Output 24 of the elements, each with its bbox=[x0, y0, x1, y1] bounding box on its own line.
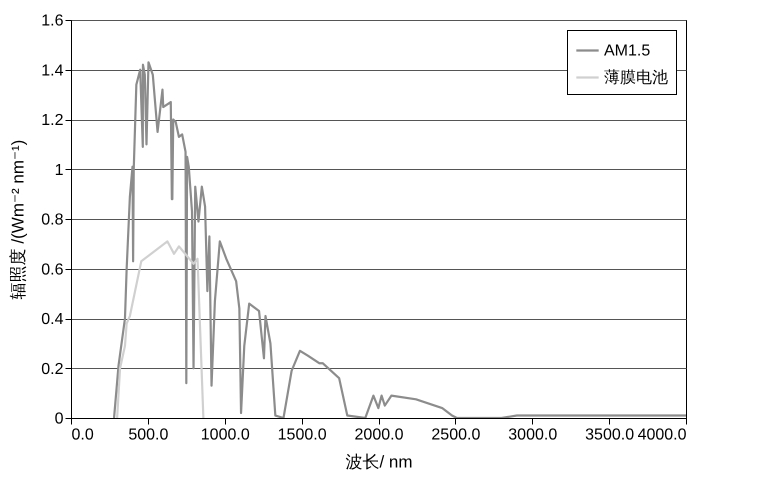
x-tick-label: 2000.0 bbox=[354, 426, 404, 444]
y-tick-label: 1 bbox=[54, 162, 64, 179]
y-tick-label: 1.4 bbox=[41, 62, 64, 80]
y-tick-label: 1.6 bbox=[41, 12, 64, 30]
x-tick-label: 2500.0 bbox=[431, 426, 480, 444]
x-axis-title: 波长/ nm bbox=[345, 452, 413, 472]
y-tick-label: 0.2 bbox=[41, 360, 64, 378]
x-tick-label: 3500.0 bbox=[585, 426, 634, 444]
y-tick-label: 1.2 bbox=[41, 112, 64, 129]
y-axis-title: 辐照度 /(Wm⁻² nm⁻¹) bbox=[8, 140, 28, 300]
y-tick-label: 0.6 bbox=[41, 261, 64, 278]
x-tick-label: 500.0 bbox=[128, 426, 168, 444]
x-tick-label: 1000.0 bbox=[200, 426, 250, 444]
x-tick-label: 1500.0 bbox=[278, 426, 327, 444]
legend-label: 薄膜电池 bbox=[604, 68, 668, 86]
y-tick-label: 0.4 bbox=[41, 311, 64, 328]
line-series bbox=[112, 61, 686, 418]
x-tick-label: 3000.0 bbox=[508, 426, 558, 444]
line-series bbox=[116, 240, 204, 418]
legend-label: AM1.5 bbox=[604, 42, 650, 60]
x-tick-label: 4000.0 bbox=[638, 426, 687, 444]
y-tick-label: 0 bbox=[54, 410, 64, 428]
x-tick-label: 0.0 bbox=[72, 426, 94, 444]
y-tick-label: 0.8 bbox=[41, 212, 64, 228]
